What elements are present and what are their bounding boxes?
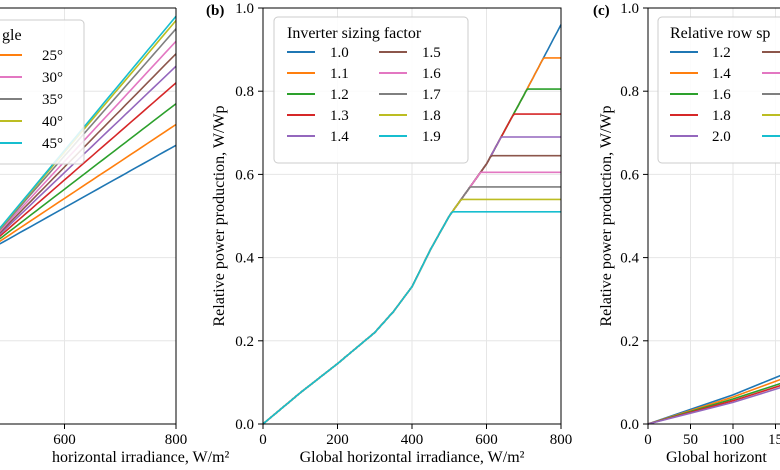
panel-b-legend-label: 1.9 (422, 129, 441, 145)
panel-b-x-tick-label: 600 (475, 432, 498, 448)
panel-c-y-tick-label: 0.0 (620, 417, 639, 433)
panel-c-legend-label: 1.8 (712, 108, 731, 124)
panel-a-series-line (0, 28, 177, 231)
panel-c-y-tick-label: 0.4 (620, 251, 639, 267)
panel-c-y-ticks: 0.0 0.2 0.4 0.6 0.8 1.0 (620, 1, 648, 433)
panel-a-series-line (0, 40, 177, 233)
panel-a-series-line (0, 65, 177, 236)
panel-c-legend-label: 2.0 (712, 129, 731, 145)
panel-c-x-ticks: 0 50 100 15 (644, 424, 780, 448)
panel-c-series-line (647, 374, 780, 425)
panel-b-y-tick-label: 1.0 (235, 1, 254, 17)
panel-c-x-tick-label: 15 (768, 432, 780, 448)
panel-a-legend-label: 40° (42, 114, 63, 130)
panel-a-legend-box (0, 19, 85, 165)
panel-c-y-tick-label: 1.0 (620, 1, 639, 17)
panel-c-legend-label: 1.6 (712, 87, 731, 103)
panel-b-x-label: Global horizontal irradiance, W/m² (300, 449, 525, 466)
panel-b-y-ticks: 0.0 0.2 0.4 0.6 0.8 1.0 (235, 1, 263, 433)
panel-a-series-line (0, 82, 177, 238)
panel-b-y-label: Relative power production, W/Wp (211, 106, 228, 327)
panel-a-legend-items: 25° 30° 35° 40° 45° (0, 48, 63, 152)
panel-a-series-line (0, 53, 177, 234)
panel-b-x-tick-label: 800 (550, 432, 573, 448)
panel-a-legend-label: 25° (42, 48, 63, 64)
panel-a-series-line (0, 19, 177, 230)
panel-b-legend-items: 1.0 1.1 1.2 1.3 1.4 1.5 1.6 1.7 1.8 1.9 (287, 45, 441, 145)
panel-a-x-ticks: 600 800 (53, 424, 188, 448)
panel-b-x-tick-label: 0 (259, 432, 267, 448)
panel-c-legend: Relative row sp 1.2 1.4 1.6 1.8 2.0 (657, 16, 780, 164)
panel-b-legend-label: 1.0 (330, 45, 349, 61)
panel-b-legend-label: 1.6 (422, 66, 441, 82)
panel-b-legend-label: 1.4 (330, 129, 349, 145)
panel-b-legend-title: Inverter sizing factor (287, 25, 422, 42)
panel-a-legend-label: 45° (42, 136, 63, 152)
panel-c-x-tick-label: 50 (683, 432, 698, 448)
panel-a-x-tick-label: 800 (165, 432, 188, 448)
panel-b-y-tick-label: 0.4 (235, 251, 254, 267)
panel-b: 0 200 400 600 800 0.0 0.2 0.4 0.6 0.8 1.0 Global … (206, 1, 572, 466)
panel-b-legend-label: 1.5 (422, 45, 441, 61)
panel-c-y-tick-label: 0.2 (620, 334, 639, 350)
panel-b-tag: (b) (206, 3, 224, 19)
panel-b-legend-label: 1.8 (422, 108, 441, 124)
panel-c-legend-title: Relative row sp (670, 25, 770, 42)
panel-a-series-line (0, 123, 177, 243)
panel-b-legend-label: 1.7 (422, 87, 441, 103)
panel-c-y-label: Relative power production, W/Wp (598, 106, 615, 327)
panel-a-series-line (0, 103, 177, 240)
panel-b-y-tick-label: 0.0 (235, 417, 254, 433)
panel-a-x-tick-label: 600 (53, 432, 76, 448)
panel-b-series-line (262, 211, 561, 425)
panel-c-tag: (c) (593, 3, 610, 19)
panel-c-legend-label: 1.4 (712, 66, 731, 82)
panel-a-series-line (0, 15, 177, 230)
panel-c-x-tick-label: 100 (722, 432, 745, 448)
panel-c: 0 50 100 15 0.0 0.2 0.4 0.6 0.8 1.0 Global horiz… (593, 1, 780, 466)
panel-b-series (262, 24, 562, 425)
panel-b-legend-label: 1.1 (330, 66, 349, 82)
panel-c-y-tick-label: 0.8 (620, 84, 639, 100)
panel-c-series (647, 374, 780, 425)
panel-c-legend-label: 1.2 (712, 45, 731, 61)
panel-a-series (0, 15, 177, 245)
panel-c-series-line (647, 387, 780, 425)
panel-a-x-label: horizontal irradiance, W/m² (52, 449, 230, 466)
panel-b-y-tick-label: 0.6 (235, 167, 254, 183)
panel-b-y-tick-label: 0.2 (235, 334, 254, 350)
panel-b-legend-label: 1.2 (330, 87, 349, 103)
panel-c-x-label: Global horizont (666, 449, 767, 466)
panel-b-y-tick-label: 0.8 (235, 84, 254, 100)
panel-b-legend-label: 1.3 (330, 108, 349, 124)
panel-b-x-tick-label: 200 (326, 432, 349, 448)
panel-a-legend: gle 25° 30° 35° 40° 45° (0, 19, 85, 165)
panel-c-legend-items: 1.2 1.4 1.6 1.8 2.0 (670, 45, 780, 145)
panel-b-legend: Inverter sizing factor 1.01.11.21.31.41.… (273, 16, 469, 164)
panel-b-x-tick-label: 400 (401, 432, 424, 448)
panel-c-legend-box (657, 16, 780, 164)
panel-a-legend-label: 30° (42, 70, 63, 86)
panel-a: 600 800 horizontal irradiance, W/m² gle 2… (0, 7, 230, 466)
panel-a-series-line (0, 144, 177, 245)
panel-a-legend-label: 35° (42, 92, 63, 108)
panel-c-y-tick-label: 0.6 (620, 167, 639, 183)
panel-c-x-tick-label: 0 (644, 432, 652, 448)
panel-a-legend-title: gle (2, 27, 22, 44)
panel-b-legend-box (273, 16, 469, 164)
panel-b-x-ticks: 0 200 400 600 800 (259, 424, 572, 448)
